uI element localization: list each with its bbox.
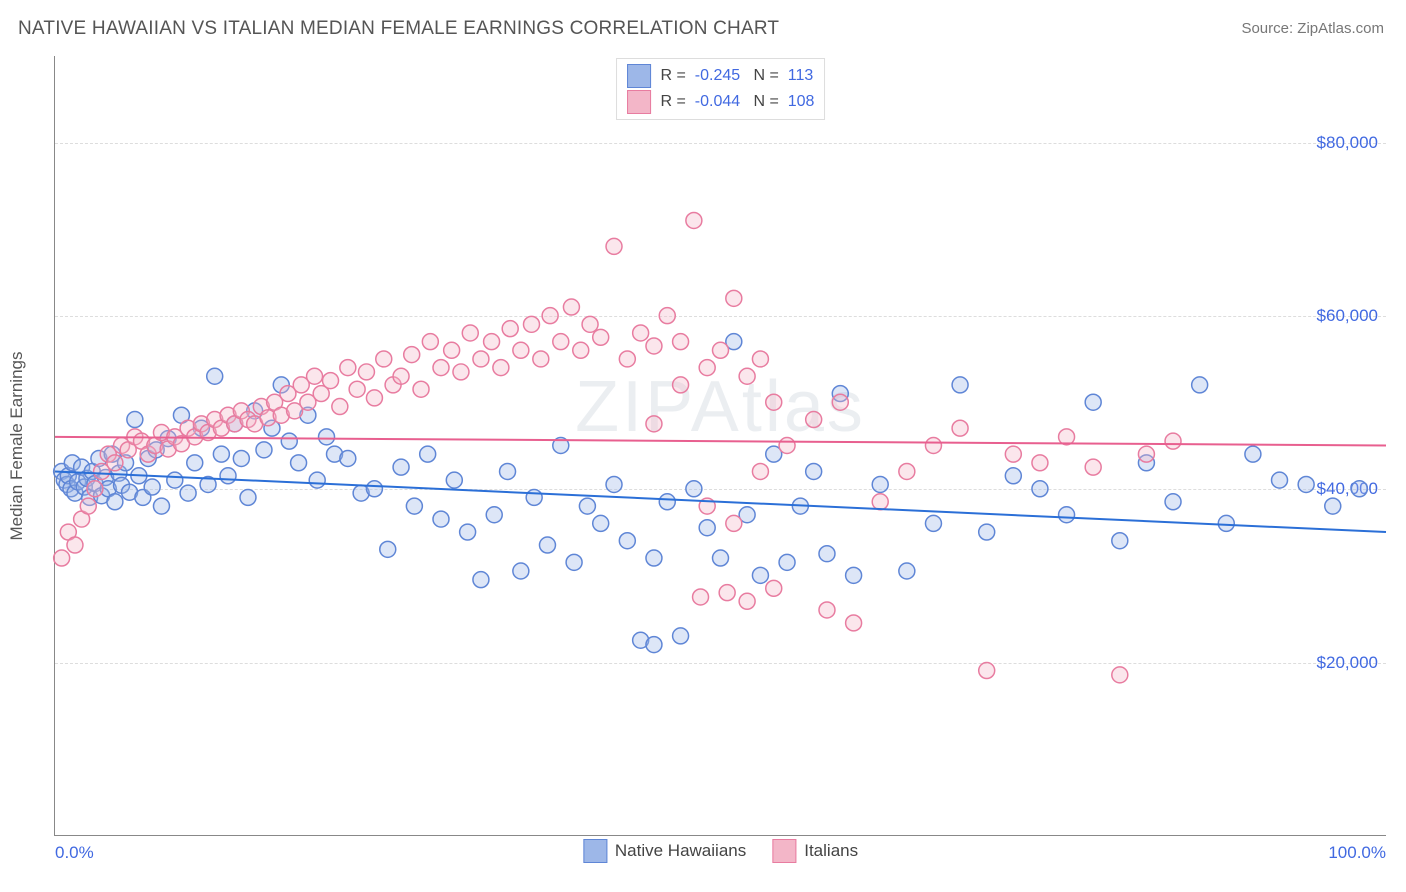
x-tick-label: 100.0%	[1328, 843, 1386, 863]
legend-swatch	[583, 839, 607, 863]
series-legend: Native Hawaiians Italians	[583, 839, 858, 863]
legend-swatch	[772, 839, 796, 863]
y-axis-title: Median Female Earnings	[7, 351, 27, 540]
series-legend-label: Italians	[804, 841, 858, 861]
series-legend-item: Native Hawaiians	[583, 839, 746, 863]
x-tick-label: 0.0%	[55, 843, 94, 863]
chart-title: NATIVE HAWAIIAN VS ITALIAN MEDIAN FEMALE…	[18, 18, 779, 40]
chart-plot-area: Median Female Earnings ZIPAtlas $20,000$…	[54, 56, 1386, 836]
trend-line	[55, 471, 1386, 532]
trend-lines-layer	[55, 56, 1386, 835]
source-attribution: Source: ZipAtlas.com	[1241, 20, 1384, 37]
series-legend-label: Native Hawaiians	[615, 841, 746, 861]
series-legend-item: Italians	[772, 839, 858, 863]
trend-line	[55, 437, 1386, 446]
